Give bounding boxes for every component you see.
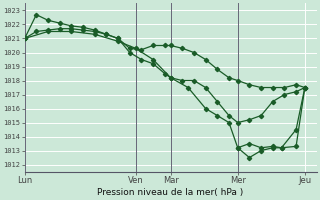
X-axis label: Pression niveau de la mer( hPa ): Pression niveau de la mer( hPa ) <box>98 188 244 197</box>
